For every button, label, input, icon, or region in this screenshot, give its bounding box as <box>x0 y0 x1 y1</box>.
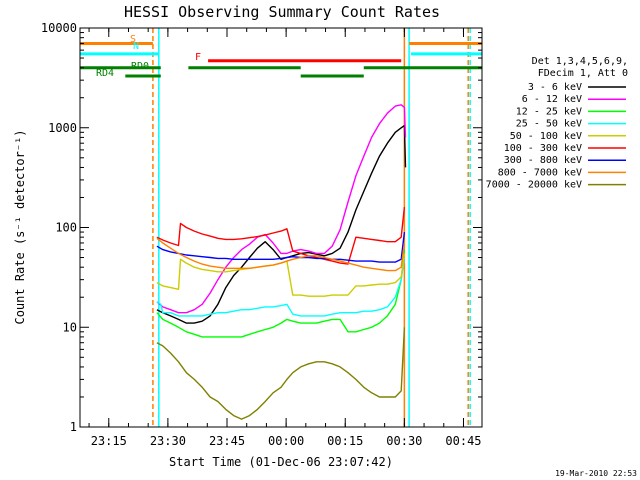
y-tick-label: 1 <box>70 420 77 434</box>
flag-label-rd0: RD0 <box>131 61 149 72</box>
y-tick-label: 10000 <box>41 21 77 35</box>
y-tick-label: 1000 <box>48 121 77 135</box>
series-line-6 <box>156 232 406 263</box>
y-axis: 1 10 100 1000 10000 <box>41 21 482 434</box>
flag-label-rd4: RD4 <box>96 68 114 79</box>
series-line-5 <box>156 207 406 265</box>
y-tick-label: 100 <box>55 221 77 235</box>
x-axis: 23:15 23:30 23:45 00:00 00:15 00:30 00:45 <box>88 28 482 448</box>
legend-entry-label: 100 - 300 keV <box>504 143 582 154</box>
flag-label-s: S <box>130 34 136 45</box>
legend-entry-label: 25 - 50 keV <box>516 119 582 130</box>
flag-label-n: N <box>133 41 139 52</box>
x-tick-label: 00:45 <box>445 434 481 448</box>
legend: Det 1,3,4,5,6,9,FDecim 1, Att 0 3 - 6 keV… <box>486 56 628 191</box>
legend-entry-label: 3 - 6 keV <box>528 82 582 93</box>
series-line-1 <box>156 104 407 314</box>
plot-frame <box>79 27 483 428</box>
x-tick-label: 23:45 <box>209 434 245 448</box>
legend-entry-label: 12 - 25 keV <box>516 106 582 117</box>
legend-entry-label: 6 - 12 keV <box>522 94 582 105</box>
x-tick-label: 00:15 <box>327 434 363 448</box>
legend-entry-label: 50 - 100 keV <box>510 131 582 142</box>
x-tick-label: 00:00 <box>268 434 304 448</box>
series-line-7 <box>156 237 406 272</box>
y-axis-label: Count Rate (s⁻¹ detector⁻¹) <box>13 129 27 324</box>
legend-entry-label: 7000 - 20000 keV <box>486 180 582 191</box>
x-axis-label: Start Time (01-Dec-06 23:07:42) <box>169 455 393 469</box>
series-line-0 <box>156 124 407 324</box>
x-tick-label: 00:30 <box>386 434 422 448</box>
legend-title: Det 1,3,4,5,6,9, <box>532 56 628 67</box>
legend-entry-label: 800 - 7000 keV <box>498 167 582 178</box>
footer-date: 19-Mar-2010 22:53 <box>555 469 637 478</box>
series-line-2 <box>156 249 406 338</box>
x-tick-label: 23:30 <box>150 434 186 448</box>
legend-title: FDecim 1, Att 0 <box>538 68 628 79</box>
series-line-3 <box>156 257 406 317</box>
series-line-8 <box>156 327 406 420</box>
chart-title: HESSI Observing Summary Count Rates <box>124 3 440 21</box>
x-tick-label: 23:15 <box>91 434 127 448</box>
flag-label-f: F <box>195 52 201 63</box>
legend-entry-label: 300 - 800 keV <box>504 155 582 166</box>
y-tick-label: 10 <box>63 320 77 334</box>
